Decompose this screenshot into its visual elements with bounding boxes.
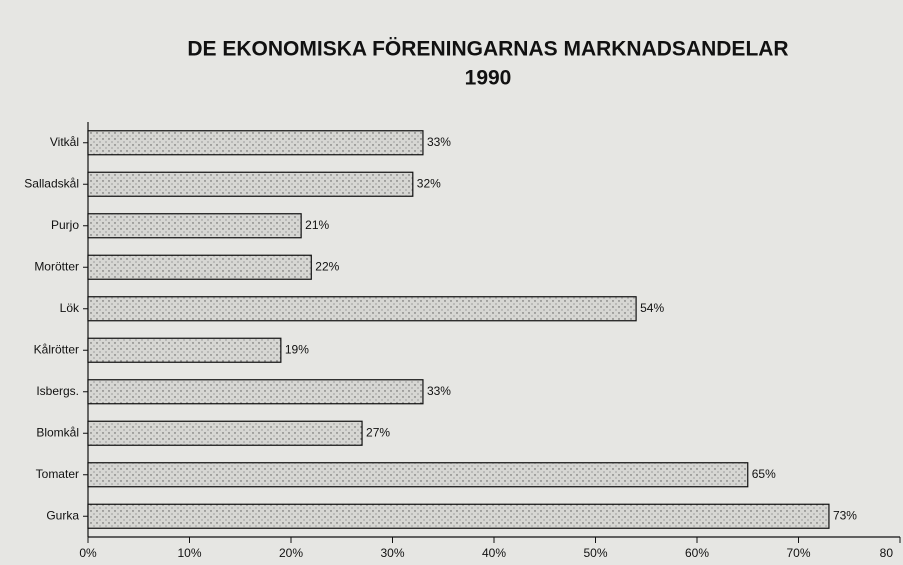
bar (87, 420, 363, 446)
x-tick-label: 50% (583, 546, 607, 560)
bar (87, 503, 830, 529)
y-tick-label: Kålrötter (34, 342, 79, 356)
bar (87, 254, 312, 280)
value-label: 21% (305, 218, 329, 232)
value-label: 65% (752, 467, 776, 481)
y-tick-label: Purjo (51, 218, 79, 232)
chart-subtitle: 1990 (465, 67, 512, 90)
x-tick-label: 10% (177, 546, 201, 560)
y-tick-label: Morötter (34, 259, 79, 273)
value-label: 33% (427, 384, 451, 398)
bar (87, 337, 282, 363)
bar (87, 296, 637, 322)
value-label: 27% (366, 425, 390, 439)
x-tick-label: 20% (279, 546, 303, 560)
bar (87, 462, 749, 488)
x-tick-label: 0% (79, 546, 97, 560)
y-tick-label: Tomater (36, 467, 79, 481)
x-tick-label: 30% (380, 546, 404, 560)
x-tick-label: 80 (880, 546, 894, 560)
x-tick-label: 60% (685, 546, 709, 560)
bar (87, 130, 424, 156)
value-label: 54% (640, 301, 664, 315)
y-tick-label: Isbergs. (36, 384, 79, 398)
bar (87, 379, 424, 405)
y-tick-label: Gurka (46, 508, 79, 522)
y-tick-label: Lök (60, 301, 80, 315)
value-label: 32% (417, 176, 441, 190)
x-tick-label: 40% (482, 546, 506, 560)
y-tick-label: Vitkål (50, 135, 79, 149)
value-label: 19% (285, 342, 309, 356)
value-label: 73% (833, 508, 857, 522)
bar (87, 213, 302, 239)
bar (87, 171, 414, 197)
y-tick-label: Blomkål (36, 425, 79, 439)
chart-title: DE EKONOMISKA FÖRENINGARNAS MARKNADSANDE… (187, 38, 788, 61)
value-label: 33% (427, 135, 451, 149)
y-tick-label: Salladskål (24, 176, 79, 190)
x-tick-label: 70% (786, 546, 810, 560)
value-label: 22% (315, 259, 339, 273)
